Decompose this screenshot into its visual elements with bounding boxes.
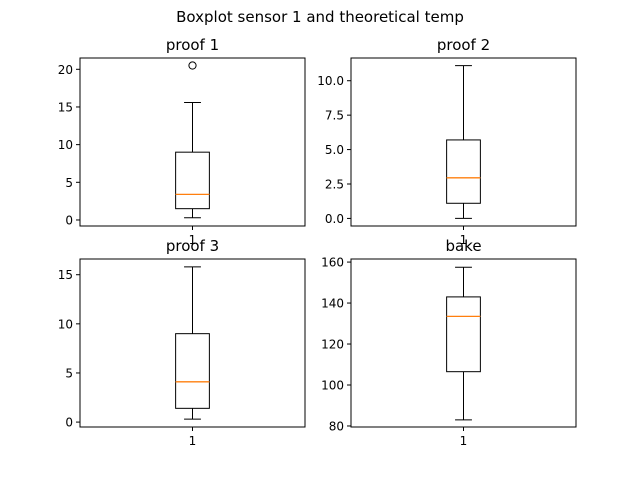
subplot-title: proof 1 <box>166 36 219 54</box>
subplot-2: proof 2 0.0 2.5 5.0 7.5 10.0 1 <box>317 36 577 247</box>
y-tick-label: 20 <box>58 63 73 77</box>
y-tick-label: 80 <box>329 419 344 433</box>
iqr-box <box>446 139 481 204</box>
subplot-1: proof 1 0 5 10 15 20 1 <box>58 36 306 247</box>
y-tick-label: 0.0 <box>325 212 344 226</box>
y-tick-label: 5.0 <box>325 143 344 157</box>
iqr-box <box>175 151 210 210</box>
y-tick-label: 15 <box>58 100 73 114</box>
x-tick-label: 1 <box>189 233 197 247</box>
y-tick-label: 5 <box>65 366 73 380</box>
y-tick-label: 120 <box>321 338 344 352</box>
subplot-3: proof 3 0 5 10 15 1 <box>58 237 306 448</box>
y-tick-label: 10.0 <box>317 74 344 88</box>
y-tick-label: 2.5 <box>325 178 344 192</box>
x-tick-label: 1 <box>460 233 468 247</box>
subplot-title: proof 3 <box>166 237 219 255</box>
iqr-box <box>446 296 481 373</box>
y-tick-label: 0 <box>65 416 73 430</box>
y-tick-label: 15 <box>58 268 73 282</box>
y-tick-label: 100 <box>321 379 344 393</box>
outlier-point <box>188 61 197 70</box>
y-tick-label: 10 <box>58 317 73 331</box>
y-tick-label: 160 <box>321 256 344 270</box>
y-tick-label: 10 <box>58 138 73 152</box>
x-tick-label: 1 <box>189 434 197 448</box>
subplot-title: bake <box>445 237 481 255</box>
y-tick-label: 140 <box>321 297 344 311</box>
y-tick-label: 7.5 <box>325 109 344 123</box>
y-tick-label: 5 <box>65 176 73 190</box>
y-tick-label: 0 <box>65 213 73 227</box>
figure-suptitle: Boxplot sensor 1 and theoretical temp <box>176 8 464 26</box>
x-tick-label: 1 <box>460 434 468 448</box>
subplot-title: proof 2 <box>437 36 490 54</box>
subplot-4: bake 80 100 120 140 160 1 <box>321 237 577 448</box>
iqr-box <box>175 333 210 409</box>
